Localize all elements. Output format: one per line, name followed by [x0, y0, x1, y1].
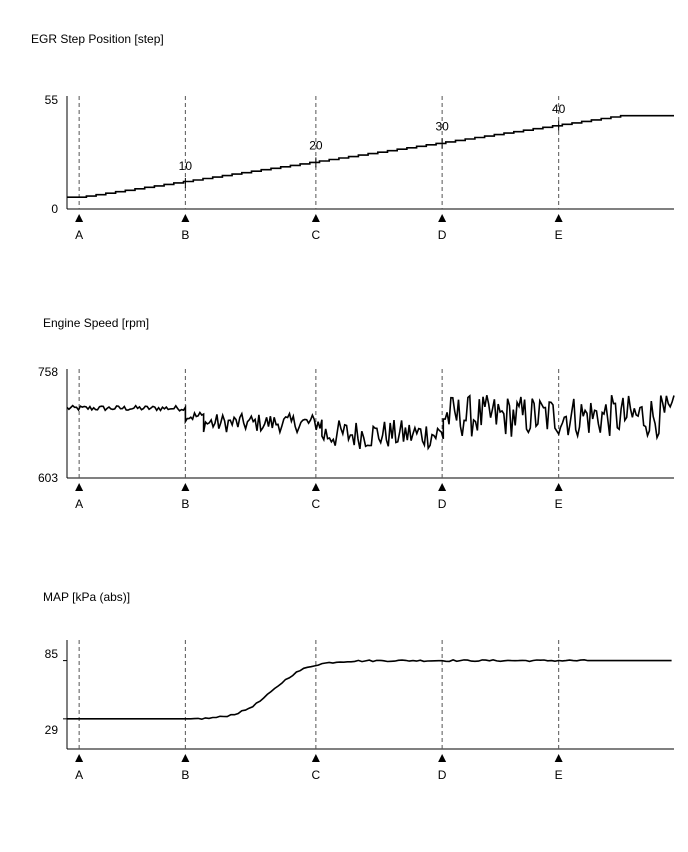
map-ytick-bottom: 29 [45, 723, 59, 737]
egr-marker-triangle-a [75, 214, 84, 222]
engine-speed-marker-label-c: C [312, 497, 321, 511]
map-marker-label-a: A [75, 768, 83, 782]
egr-marker-triangle-d [438, 214, 447, 222]
map-series-line [67, 658, 672, 721]
map-marker-triangle-c [311, 754, 320, 762]
egr-marker-triangle-e [554, 214, 563, 222]
egr-marker-label-c: C [312, 228, 321, 242]
map-marker-triangle-e [554, 754, 563, 762]
engine-speed-series-line [66, 394, 675, 451]
engine-speed-marker-label-e: E [555, 497, 563, 511]
map-ytick-top: 85 [45, 647, 59, 661]
map-marker-label-e: E [555, 768, 563, 782]
egr-ytick-top: 55 [45, 93, 59, 107]
engine-speed-ytick-top: 758 [38, 365, 58, 379]
map-marker-triangle-d [438, 754, 447, 762]
engine-speed-marker-triangle-d [438, 483, 447, 491]
engine-speed-marker-label-b: B [181, 497, 189, 511]
engine-speed-marker-label-d: D [438, 497, 447, 511]
egr-marker-label-b: B [181, 228, 189, 242]
egr-annotation-1: 20 [309, 138, 323, 152]
engine-speed-chart-title: Engine Speed [rpm] [43, 316, 149, 330]
egr-annotation-3: 40 [552, 102, 566, 116]
egr-marker-triangle-b [181, 214, 190, 222]
egr-marker-triangle-c [311, 214, 320, 222]
engine-speed-ytick-bottom: 603 [38, 471, 58, 485]
engine-speed-marker-triangle-c [311, 483, 320, 491]
engine-speed-marker-triangle-a [75, 483, 84, 491]
engine-speed-chart: Engine Speed [rpm] 758 603 A B C D E [38, 316, 675, 511]
engine-speed-marker-triangle-e [554, 483, 563, 491]
engine-speed-marker-triangle-b [181, 483, 190, 491]
egr-chart-title: EGR Step Position [step] [31, 32, 164, 46]
egr-ytick-bottom: 0 [51, 202, 58, 216]
map-chart-title: MAP [kPa (abs)] [43, 590, 130, 604]
map-marker-triangle-b [181, 754, 190, 762]
egr-series-line [67, 114, 674, 198]
map-marker-triangle-a [75, 754, 84, 762]
egr-marker-label-d: D [438, 228, 447, 242]
map-chart: MAP [kPa (abs)] 85 29 A B C D E [43, 590, 674, 782]
map-marker-label-d: D [438, 768, 447, 782]
egr-annotation-2: 30 [435, 119, 449, 133]
egr-marker-label-e: E [555, 228, 563, 242]
egr-annotation-0: 10 [179, 159, 193, 173]
map-marker-label-b: B [181, 768, 189, 782]
engine-speed-marker-label-a: A [75, 497, 83, 511]
egr-chart: EGR Step Position [step] 55 0 A B C D E 10 20 3… [31, 32, 674, 242]
map-marker-label-c: C [312, 768, 321, 782]
egr-marker-label-a: A [75, 228, 83, 242]
